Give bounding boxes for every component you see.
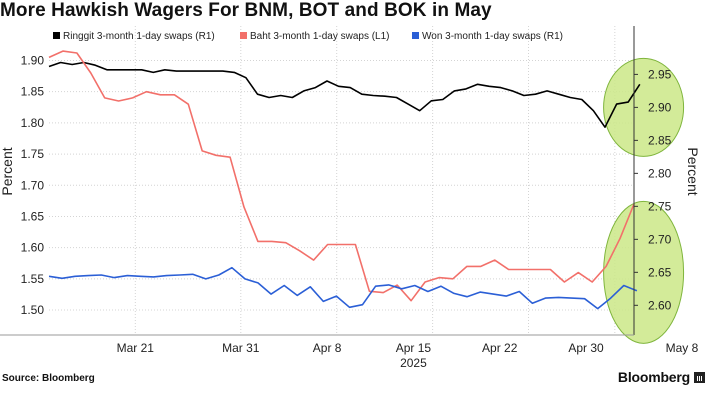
legend-label-1: Baht 3-month 1-day swaps (L1) (250, 31, 390, 42)
y-left-tick-label: 1.90 (21, 53, 45, 67)
y-right-tick-label: 2.75 (648, 199, 672, 213)
x-tick-label: Apr 30 (568, 341, 604, 355)
y-left-tick-label: 1.80 (21, 116, 45, 130)
legend-swatch-2 (412, 32, 419, 39)
legend-label-2: Won 3-month 1-day swaps (R1) (422, 31, 563, 42)
series-line-1 (48, 50, 635, 302)
legend-swatch-0 (53, 32, 60, 39)
y-right-tick-label: 2.95 (648, 67, 672, 81)
legend: Ringgit 3-month 1-day swaps (R1) Baht 3-m… (53, 31, 563, 42)
y-left-axis-title: Percent (0, 147, 15, 195)
y-left-tick-label: 1.70 (21, 178, 45, 192)
terminal-icon (694, 372, 705, 383)
y-left-tick-label: 1.50 (21, 303, 45, 317)
y-right-tick-label: 2.65 (648, 265, 672, 279)
legend-swatch-1 (240, 32, 247, 39)
y-right-tick-label: 2.60 (648, 298, 672, 312)
y-left-tick-label: 1.55 (21, 272, 45, 286)
y-right-tick-label: 2.80 (648, 166, 672, 180)
x-tick-label: Mar 21 (117, 341, 155, 355)
x-tick-label: Apr 15 (396, 341, 432, 355)
axes: 1.50 1.55 1.60 1.65 1.70 1.75 1.80 1.85 1.90 2.60… (0, 26, 701, 370)
brand-logo: Bloomberg (617, 369, 690, 385)
series-lines (48, 50, 641, 310)
source-note: Source: Bloomberg (2, 373, 95, 384)
y-right-axis-title: Percent (685, 147, 701, 195)
highlight-upper-circle (603, 57, 685, 157)
plot-background (49, 26, 634, 335)
legend-label-0: Ringgit 3-month 1-day swaps (R1) (63, 31, 215, 42)
y-right-tick-label: 2.85 (648, 133, 672, 147)
chart-area: 1.50 1.55 1.60 1.65 1.70 1.75 1.80 1.85 1.90 2.60… (0, 26, 720, 371)
y-left-tick-label: 1.85 (21, 85, 45, 99)
highlight-circles (603, 57, 685, 344)
x-tick-label: May 8 (666, 341, 699, 355)
y-right-tick-label: 2.90 (648, 100, 672, 114)
x-tick-label: Apr 22 (482, 341, 518, 355)
y-left-tick-label: 1.75 (21, 147, 45, 161)
y-left-tick-label: 1.65 (21, 209, 45, 223)
x-tick-label: Apr 8 (313, 341, 342, 355)
x-year-label: 2025 (400, 356, 427, 370)
line-chart: 1.50 1.55 1.60 1.65 1.70 1.75 1.80 1.85 1.90 2.60… (0, 26, 701, 370)
series-line-0 (48, 61, 641, 128)
y-right-tick-label: 2.70 (648, 232, 672, 246)
highlight-lower-circle (603, 200, 685, 344)
series-line-2 (48, 266, 638, 310)
gridlines (49, 26, 634, 335)
chart-title: More Hawkish Wagers For BNM, BOT and BOK… (0, 0, 492, 21)
y-left-tick-label: 1.60 (21, 241, 45, 255)
x-tick-label: Mar 31 (222, 341, 260, 355)
